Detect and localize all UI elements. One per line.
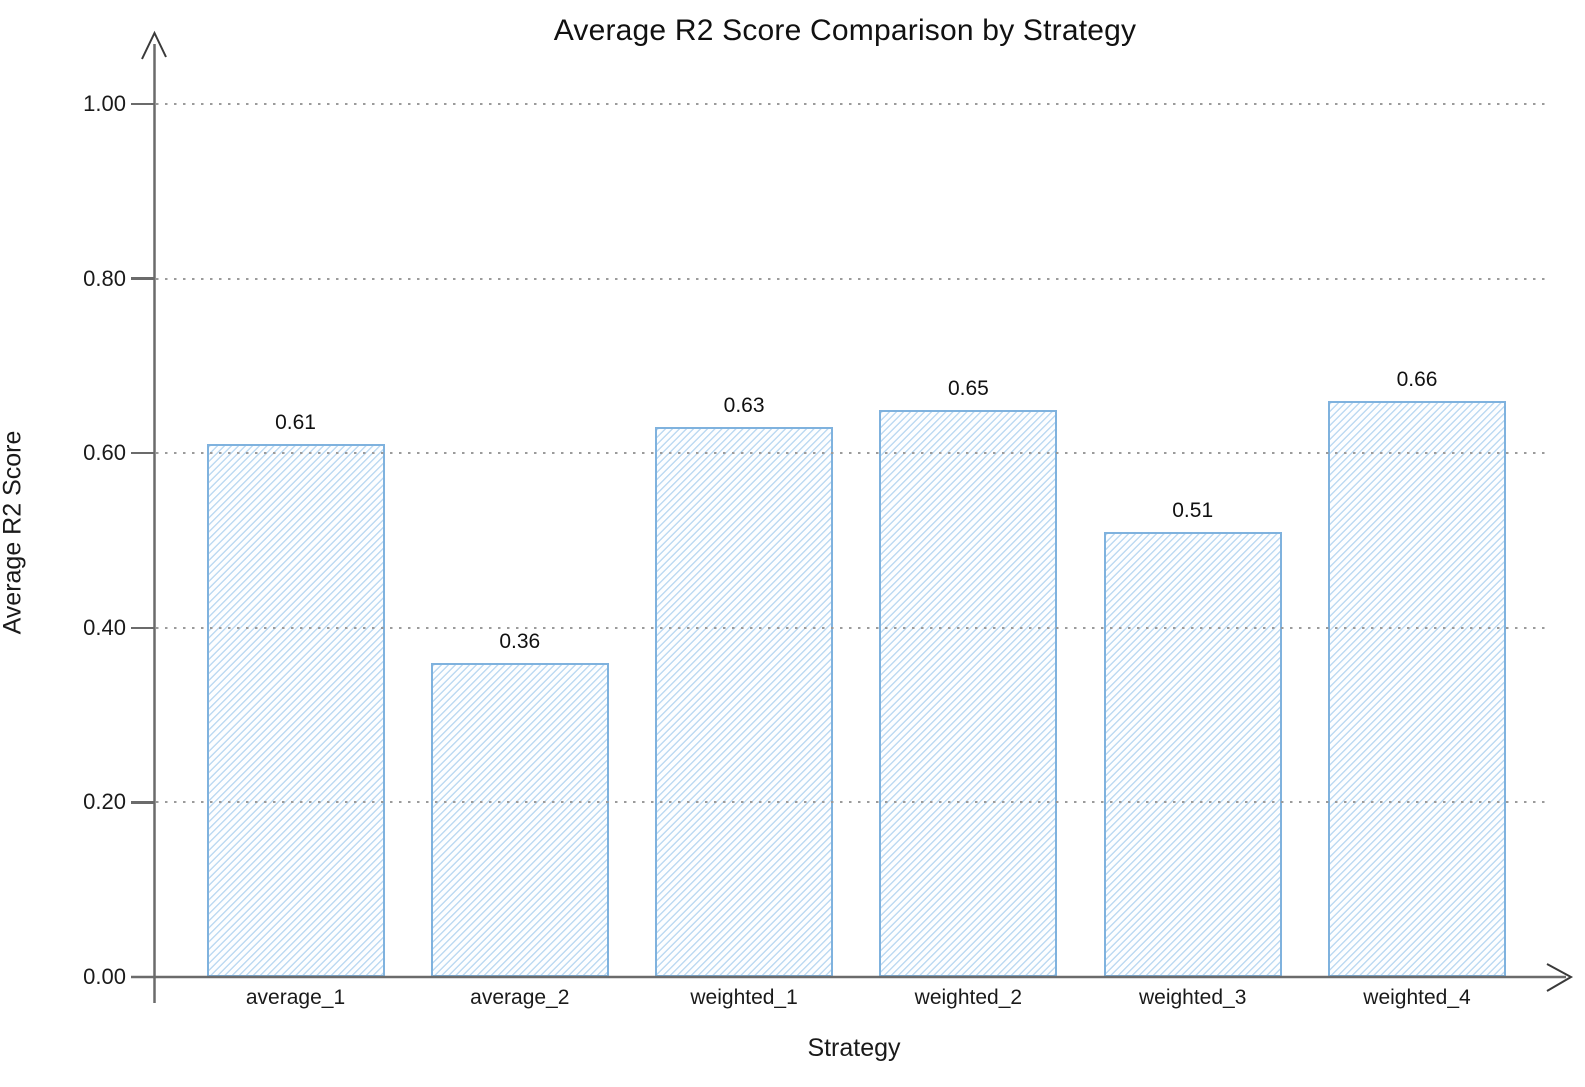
chart-title: Average R2 Score Comparison by Strategy [553, 14, 1137, 47]
y-tick-label: 1.00 [83, 91, 126, 116]
bar [655, 427, 834, 977]
gridline [156, 801, 1545, 804]
x-axis-title: Strategy [807, 1034, 901, 1062]
y-axis-tick [131, 451, 154, 455]
y-tick-label: 0.80 [83, 265, 126, 291]
x-tick-label: weighted_3 [1138, 986, 1247, 1009]
y-tick-label: 0.40 [83, 614, 126, 640]
bar-value-label: 0.63 [723, 394, 765, 417]
bar-value-label: 0.61 [275, 411, 316, 435]
y-axis-tick [131, 975, 154, 979]
gridline [156, 452, 1545, 455]
y-tick-label: 0.00 [83, 964, 126, 989]
y-tick-label: 0.60 [83, 440, 126, 466]
x-axis-arrow-icon [1546, 963, 1574, 992]
bar [206, 444, 385, 977]
bar [879, 409, 1058, 977]
y-axis-tick [131, 801, 154, 804]
y-axis-tick [131, 102, 154, 106]
x-tick-label: weighted_1 [690, 986, 798, 1009]
x-tick-label: average_2 [470, 986, 570, 1009]
gridline [156, 103, 1545, 105]
bar [430, 662, 609, 977]
gridline [156, 277, 1545, 280]
bar-value-label: 0.66 [1396, 367, 1438, 391]
x-tick-label: weighted_4 [1363, 986, 1471, 1009]
x-tick-label: average_1 [245, 986, 346, 1009]
bar-value-label: 0.65 [947, 376, 989, 400]
y-axis-tick [131, 277, 154, 280]
y-tick-label: 0.20 [83, 789, 126, 815]
gridline [156, 626, 1545, 629]
y-axis-title: Average R2 Score [0, 430, 27, 635]
bar [1328, 400, 1506, 977]
x-tick-label: weighted_2 [914, 986, 1023, 1009]
bar-value-label: 0.36 [499, 629, 541, 653]
y-axis-tick [131, 626, 154, 630]
bar [1103, 531, 1282, 977]
bar-value-label: 0.51 [1172, 498, 1214, 522]
